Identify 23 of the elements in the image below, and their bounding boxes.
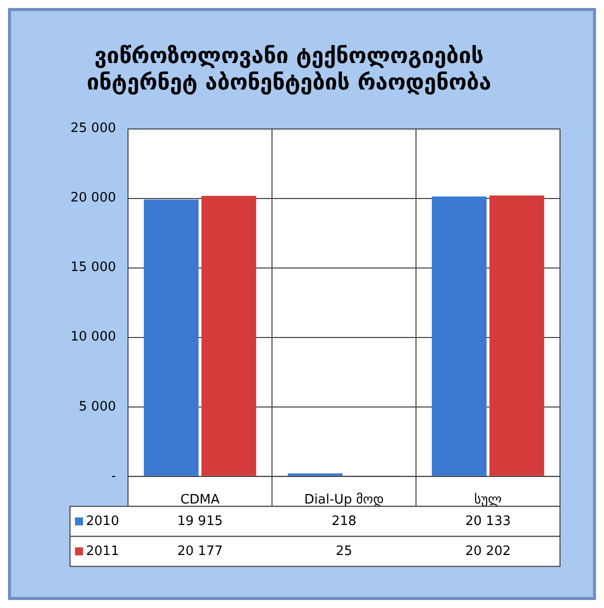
- y-tick-label: 5 000: [78, 399, 116, 414]
- chart-title: ვიწროზოლოვანი ტექნოლოგიების ინტერნეტ აბონენტების რაოდენობა: [86, 44, 492, 96]
- data-label: 20 202: [465, 544, 511, 559]
- bar: [288, 473, 343, 476]
- x-tick-label: Dial-Up მოდ: [304, 492, 384, 508]
- bar: [144, 200, 199, 476]
- data-label: 25: [336, 544, 352, 559]
- y-tick-label: -: [111, 468, 116, 484]
- y-tick-label: 10 000: [70, 330, 116, 345]
- data-label: 19 915: [177, 514, 223, 529]
- legend-label: 2011: [86, 544, 120, 559]
- bar: [432, 196, 487, 476]
- y-tick-label: 20 000: [70, 190, 116, 206]
- x-tick-label: სულ: [474, 492, 502, 508]
- data-label: 20 133: [465, 514, 511, 529]
- data-label: 20 177: [177, 544, 223, 559]
- legend-label: 2010: [86, 514, 120, 529]
- bar: [489, 196, 544, 476]
- x-tick-label: CDMA: [180, 492, 220, 508]
- y-tick-label: 15 000: [70, 260, 116, 276]
- y-tick-label: 25 000: [70, 121, 116, 136]
- bar: [201, 196, 256, 476]
- data-label: 218: [332, 514, 356, 529]
